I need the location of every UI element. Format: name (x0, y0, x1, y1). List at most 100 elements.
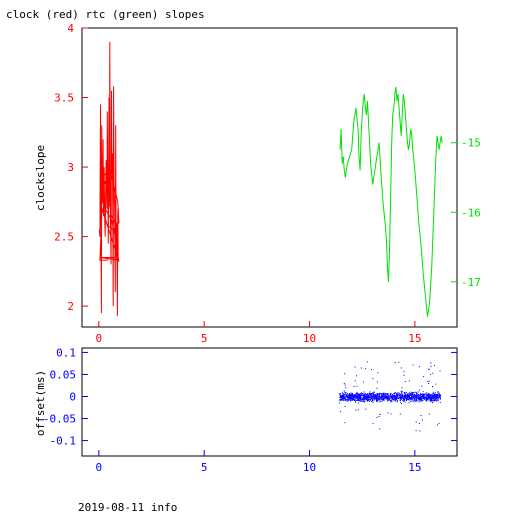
offset-point (362, 381, 364, 383)
offset-point (352, 396, 354, 398)
offset-point (391, 401, 393, 403)
clock-line (98, 41, 120, 316)
offset-point (414, 395, 416, 397)
offset-point (393, 398, 395, 400)
offset-point (388, 397, 390, 399)
offset-point (345, 398, 346, 400)
offset-point (420, 396, 422, 398)
offset-point (362, 398, 364, 400)
offset-point (372, 398, 374, 400)
offset-point (428, 413, 430, 415)
offset-point (401, 394, 403, 396)
offset-point (364, 394, 366, 396)
offset-point (402, 396, 404, 398)
offset-point (344, 406, 346, 407)
offset-point (437, 399, 439, 401)
offset-point (392, 394, 393, 396)
offset-point (432, 395, 434, 397)
offset-point (434, 394, 436, 395)
offset-point (369, 393, 371, 395)
offset-point (368, 400, 370, 402)
offset-point (343, 395, 345, 397)
offset-point (361, 395, 363, 397)
offset-point (417, 391, 419, 393)
offset-point (400, 399, 401, 401)
offset-point (432, 398, 434, 400)
offset-point (387, 394, 389, 396)
offset-point (432, 394, 433, 396)
offset-point (405, 398, 407, 400)
offset-point (380, 397, 382, 399)
offset-point (343, 398, 345, 400)
offset-point (364, 393, 366, 395)
offset-point (403, 371, 405, 373)
offset-point (375, 395, 377, 397)
offset-point (352, 394, 354, 396)
offset-point (432, 395, 433, 397)
offset-point (401, 390, 403, 392)
offset-point (350, 397, 352, 399)
offset-point (421, 397, 422, 399)
offset-point (341, 396, 343, 398)
offset-point (426, 396, 428, 398)
offset-point (416, 393, 418, 394)
offset-point (406, 394, 408, 396)
offset-point (403, 399, 405, 401)
offset-point (350, 395, 352, 397)
offset-point (410, 401, 412, 403)
offset-point (408, 399, 410, 401)
offset-point (433, 399, 435, 401)
bottom-xtick-label: 5 (201, 461, 208, 474)
offset-point (357, 399, 359, 401)
offset-point (435, 392, 436, 394)
offset-point (435, 395, 437, 397)
offset-point (437, 391, 439, 393)
offset-point (422, 393, 424, 395)
chart-title: clock (red) rtc (green) slopes (6, 8, 205, 21)
offset-point (435, 383, 437, 385)
offset-point (366, 394, 368, 396)
offset-point (429, 396, 431, 398)
offset-point (368, 399, 370, 401)
offset-point (408, 397, 410, 399)
offset-point (401, 393, 403, 395)
offset-point (400, 399, 402, 400)
offset-point (370, 393, 372, 394)
offset-point (353, 396, 355, 398)
offset-point (422, 391, 424, 393)
offset-point (397, 400, 398, 402)
offset-point (347, 396, 349, 398)
offset-point (384, 394, 386, 396)
offset-point (380, 397, 382, 399)
offset-point (350, 398, 352, 400)
offset-point (344, 392, 346, 394)
offset-point (406, 397, 408, 399)
offset-point (436, 395, 438, 397)
offset-point (382, 393, 384, 395)
offset-point (427, 395, 429, 397)
offset-point (400, 398, 401, 400)
offset-point (346, 400, 348, 402)
offset-point (403, 392, 405, 394)
offset-point (378, 394, 380, 396)
offset-point (420, 397, 422, 399)
offset-point (346, 396, 348, 398)
offset-point (418, 389, 420, 391)
offset-point (412, 397, 414, 399)
offset-point (429, 397, 431, 399)
offset-point (390, 413, 392, 415)
top-ytick-label: 3.5 (54, 92, 74, 105)
offset-point (415, 396, 417, 398)
offset-point (354, 394, 356, 395)
offset-point (356, 399, 358, 401)
offset-point (391, 396, 393, 398)
offset-point (365, 408, 367, 410)
offset-point (360, 395, 362, 397)
offset-point (404, 381, 406, 382)
offset-point (400, 397, 402, 399)
offset-point (354, 397, 356, 398)
offset-point (435, 395, 437, 397)
offset-point (357, 397, 359, 399)
offset-point (366, 396, 368, 397)
offset-point (386, 399, 388, 401)
